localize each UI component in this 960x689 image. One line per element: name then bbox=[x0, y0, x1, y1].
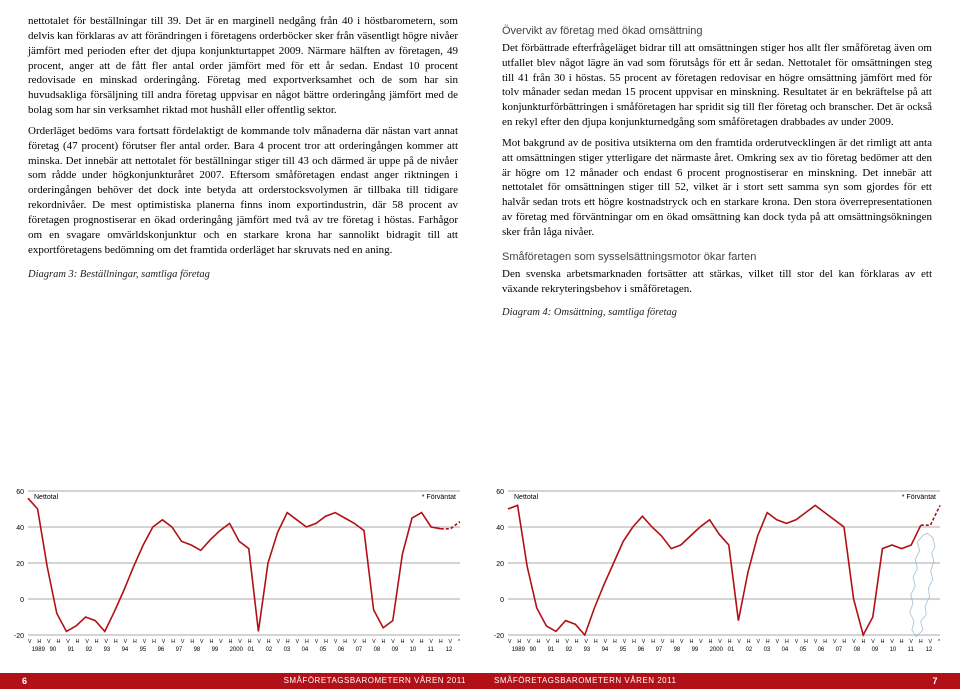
svg-text:96: 96 bbox=[638, 647, 645, 653]
svg-text:98: 98 bbox=[674, 647, 681, 653]
svg-text:03: 03 bbox=[764, 647, 771, 653]
svg-text:20: 20 bbox=[496, 561, 504, 568]
svg-text:01: 01 bbox=[248, 647, 255, 653]
footer-right: SMÅFÖRETAGSBAROMETERN VÅREN 2011 7 bbox=[480, 673, 960, 689]
svg-text:20: 20 bbox=[16, 561, 24, 568]
svg-text:10: 10 bbox=[410, 647, 417, 653]
svg-text:94: 94 bbox=[602, 647, 609, 653]
page-number-right: 7 bbox=[932, 675, 938, 687]
svg-text:06: 06 bbox=[818, 647, 825, 653]
svg-text:05: 05 bbox=[320, 647, 327, 653]
svg-text:07: 07 bbox=[836, 647, 843, 653]
svg-text:40: 40 bbox=[16, 525, 24, 532]
chart4-area: -200204060Nettotal* FörväntatV H V H V H… bbox=[480, 485, 960, 663]
right-para-2: Mot bakgrund av de positiva utsikterna o… bbox=[502, 136, 932, 240]
spread: nettotalet för beställningar till 39. De… bbox=[0, 0, 960, 689]
chart4-caption: Diagram 4: Omsättning, samtliga företag bbox=[502, 306, 932, 320]
svg-text:92: 92 bbox=[566, 647, 573, 653]
svg-text:97: 97 bbox=[656, 647, 663, 653]
svg-text:V H V H V H V H V H V H V H V: V H V H V H V H V H V H V H V H V H V H … bbox=[508, 639, 940, 645]
right-heading-2: Småföretagen som sysselsättningsmotor ök… bbox=[502, 250, 932, 265]
svg-text:99: 99 bbox=[212, 647, 219, 653]
svg-text:97: 97 bbox=[176, 647, 183, 653]
svg-text:95: 95 bbox=[140, 647, 147, 653]
svg-text:03: 03 bbox=[284, 647, 291, 653]
svg-text:95: 95 bbox=[620, 647, 627, 653]
svg-text:Nettotal: Nettotal bbox=[514, 494, 539, 501]
chart3-area: -200204060Nettotal* FörväntatV H V H V H… bbox=[0, 485, 480, 663]
right-heading-1: Övervikt av företag med ökad omsättning bbox=[502, 24, 932, 39]
svg-text:96: 96 bbox=[158, 647, 165, 653]
left-para-1: nettotalet för beställningar till 39. De… bbox=[28, 14, 458, 118]
right-para-3: Den svenska arbetsmarknaden fortsätter a… bbox=[502, 267, 932, 297]
svg-text:90: 90 bbox=[530, 647, 537, 653]
svg-text:* Förväntat: * Förväntat bbox=[902, 494, 936, 501]
svg-text:09: 09 bbox=[872, 647, 879, 653]
page-left: nettotalet för beställningar till 39. De… bbox=[0, 0, 480, 689]
svg-text:10: 10 bbox=[890, 647, 897, 653]
svg-text:-20: -20 bbox=[494, 633, 504, 640]
footer-title-left: SMÅFÖRETAGSBAROMETERN VÅREN 2011 bbox=[284, 676, 466, 687]
right-body-2: Den svenska arbetsmarknaden fortsätter a… bbox=[502, 267, 932, 297]
svg-text:02: 02 bbox=[266, 647, 273, 653]
svg-text:08: 08 bbox=[854, 647, 861, 653]
svg-text:02: 02 bbox=[746, 647, 753, 653]
svg-text:12: 12 bbox=[926, 647, 933, 653]
svg-text:0: 0 bbox=[20, 597, 24, 604]
page-number-left: 6 bbox=[22, 675, 28, 687]
svg-text:91: 91 bbox=[68, 647, 75, 653]
chart3-svg: -200204060Nettotal* FörväntatV H V H V H… bbox=[10, 485, 470, 663]
svg-text:07: 07 bbox=[356, 647, 363, 653]
svg-text:40: 40 bbox=[496, 525, 504, 532]
svg-text:01: 01 bbox=[728, 647, 735, 653]
svg-text:V H V H V H V H V H V H V H V: V H V H V H V H V H V H V H V H V H V H … bbox=[28, 639, 460, 645]
svg-text:12: 12 bbox=[446, 647, 453, 653]
left-para-2: Orderläget bedöms vara fortsatt fördelak… bbox=[28, 124, 458, 258]
svg-text:1989: 1989 bbox=[512, 647, 526, 653]
svg-text:60: 60 bbox=[496, 489, 504, 496]
footer-left: 6 SMÅFÖRETAGSBAROMETERN VÅREN 2011 bbox=[0, 673, 480, 689]
right-body: Det förbättrade efterfrågeläget bidrar t… bbox=[502, 41, 932, 240]
svg-text:* Förväntat: * Förväntat bbox=[422, 494, 456, 501]
svg-text:99: 99 bbox=[692, 647, 699, 653]
svg-text:11: 11 bbox=[428, 647, 435, 653]
svg-text:Nettotal: Nettotal bbox=[34, 494, 59, 501]
svg-text:05: 05 bbox=[800, 647, 807, 653]
svg-text:06: 06 bbox=[338, 647, 345, 653]
chart4-svg: -200204060Nettotal* FörväntatV H V H V H… bbox=[490, 485, 950, 663]
svg-text:93: 93 bbox=[584, 647, 591, 653]
svg-text:2000: 2000 bbox=[710, 647, 724, 653]
chart3-caption: Diagram 3: Beställningar, samtliga föret… bbox=[28, 268, 458, 282]
svg-text:93: 93 bbox=[104, 647, 111, 653]
left-body: nettotalet för beställningar till 39. De… bbox=[28, 14, 458, 258]
svg-text:08: 08 bbox=[374, 647, 381, 653]
svg-text:1989: 1989 bbox=[32, 647, 46, 653]
sweden-map-icon bbox=[896, 531, 952, 641]
svg-text:11: 11 bbox=[908, 647, 915, 653]
svg-text:-20: -20 bbox=[14, 633, 24, 640]
svg-text:90: 90 bbox=[50, 647, 57, 653]
svg-text:91: 91 bbox=[548, 647, 555, 653]
footer-title-right: SMÅFÖRETAGSBAROMETERN VÅREN 2011 bbox=[494, 676, 676, 687]
svg-text:98: 98 bbox=[194, 647, 201, 653]
svg-text:60: 60 bbox=[16, 489, 24, 496]
svg-text:92: 92 bbox=[86, 647, 93, 653]
page-right: Övervikt av företag med ökad omsättning … bbox=[480, 0, 960, 689]
svg-text:04: 04 bbox=[782, 647, 789, 653]
svg-text:09: 09 bbox=[392, 647, 399, 653]
svg-text:2000: 2000 bbox=[230, 647, 244, 653]
svg-text:04: 04 bbox=[302, 647, 309, 653]
svg-text:0: 0 bbox=[500, 597, 504, 604]
right-para-1: Det förbättrade efterfrågeläget bidrar t… bbox=[502, 41, 932, 130]
svg-text:94: 94 bbox=[122, 647, 129, 653]
